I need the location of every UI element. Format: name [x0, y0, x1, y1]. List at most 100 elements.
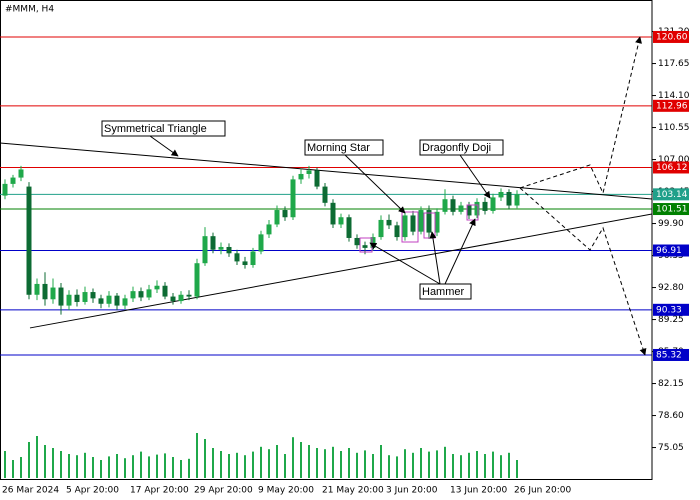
candle-body — [226, 246, 232, 254]
candle-body — [66, 294, 72, 306]
level-label: 96.91 — [656, 246, 682, 256]
candle-body — [194, 263, 200, 297]
annotation-box — [419, 139, 504, 156]
candle-body — [490, 197, 496, 211]
y-tick-label: 75.05 — [658, 443, 684, 453]
candle-body — [514, 194, 520, 206]
candle-body — [274, 210, 280, 225]
candle-body — [434, 211, 440, 233]
y-tick-label: 99.90 — [658, 219, 684, 229]
candle-body — [466, 205, 472, 216]
candle-body — [410, 215, 416, 232]
annotations: Symmetrical Triangle Morning Star Dragon… — [101, 120, 504, 300]
candle-body — [98, 298, 104, 304]
x-tick-label: 26 Mar 2024 — [2, 486, 59, 496]
annotation-arrow — [344, 154, 406, 214]
annotation-arrow — [429, 231, 441, 285]
level-label-bg — [653, 30, 689, 43]
candle-body — [298, 173, 304, 180]
level-label-bg — [653, 244, 689, 257]
x-tick-label: 3 Jun 20:00 — [386, 486, 438, 496]
candle-body — [106, 295, 112, 304]
candle-body — [330, 202, 336, 225]
y-tick-label: 117.65 — [658, 59, 690, 69]
candle-body — [26, 186, 32, 295]
x-tick-label: 17 Apr 20:00 — [130, 486, 189, 496]
candle-body — [82, 292, 88, 302]
candle-body — [122, 298, 128, 306]
candle-body — [146, 289, 152, 298]
candle-body — [266, 224, 272, 235]
y-tick-label: 92.80 — [658, 283, 684, 293]
candle-body — [234, 253, 240, 262]
candle-body — [2, 183, 8, 196]
candle-body — [170, 296, 176, 302]
candle-body — [346, 217, 352, 238]
annotation-arrow — [459, 154, 491, 199]
candle-body — [130, 291, 136, 299]
level-label-bg — [653, 188, 689, 201]
level-label-bg — [653, 303, 689, 316]
candle-body — [458, 205, 464, 212]
x-tick-label: 26 Jun 20:00 — [514, 486, 571, 496]
candle-body — [178, 294, 184, 302]
level-label: 90.33 — [656, 305, 682, 315]
candle-body — [498, 192, 504, 198]
candle-body — [18, 169, 24, 178]
candle-body — [50, 287, 56, 300]
candle-body — [258, 234, 264, 252]
candle-body — [186, 294, 192, 297]
annotation-box — [304, 139, 384, 156]
candle-body — [386, 219, 392, 226]
x-tick-label: 5 Apr 20:00 — [66, 486, 119, 496]
annotation: Dragonfly Doji — [422, 142, 491, 154]
candle-body — [202, 236, 208, 264]
x-tick-label: 13 Jun 20:00 — [450, 486, 507, 496]
y-tick-label: 110.55 — [658, 123, 690, 133]
candle-body — [242, 261, 248, 266]
annotation: Morning Star — [307, 142, 370, 154]
level-label-bg — [653, 348, 689, 361]
level-label: 103.14 — [656, 190, 688, 200]
candle-body — [426, 210, 432, 233]
annotation: Hammer — [422, 286, 465, 298]
level-label: 106.12 — [656, 163, 688, 173]
trendline — [29, 213, 653, 329]
y-tick-label: 89.25 — [658, 315, 684, 325]
x-tick-label: 21 May 20:00 — [322, 486, 384, 496]
candle-body — [450, 199, 456, 212]
candle-body — [338, 217, 344, 225]
candle-body — [362, 245, 368, 248]
candle-body — [314, 170, 320, 187]
candle-body — [418, 210, 424, 232]
plot-frame — [0, 0, 653, 480]
candle-body — [442, 199, 448, 212]
candle-body — [42, 283, 48, 300]
candle-body — [370, 237, 376, 248]
pattern-box — [401, 211, 419, 243]
y-tick-label: 114.10 — [658, 91, 690, 101]
candle-body — [34, 283, 40, 295]
candle-body — [218, 246, 224, 250]
candle-body — [474, 201, 480, 216]
candle-body — [10, 177, 16, 184]
chart-title: #MMM, H4 — [5, 5, 54, 15]
annotation-box — [101, 120, 226, 137]
candle-body — [378, 219, 384, 238]
candle-body — [58, 287, 64, 306]
candle-body — [482, 201, 488, 211]
level-label: 85.32 — [656, 350, 682, 360]
x-tick-label: 9 May 20:00 — [258, 486, 314, 496]
level-label-bg — [653, 99, 689, 112]
candle-body — [162, 285, 168, 297]
annotation-arrow — [444, 218, 476, 285]
level-label: 112.96 — [656, 101, 688, 111]
annotation-arrow — [369, 242, 441, 285]
candle-body — [354, 237, 360, 246]
annotation: Symmetrical Triangle — [104, 123, 207, 135]
candle-body — [114, 295, 120, 306]
trendline — [0, 142, 653, 200]
candle-body — [306, 170, 312, 174]
y-tick-label: 107.00 — [658, 155, 690, 165]
